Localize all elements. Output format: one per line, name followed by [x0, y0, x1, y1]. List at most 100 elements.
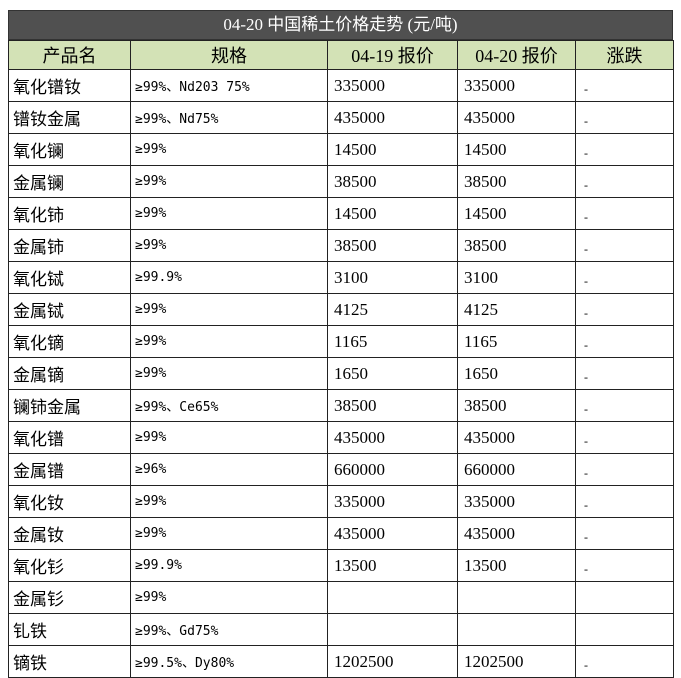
- table-row: 金属钐 ≥99%: [8, 581, 674, 614]
- table-cell: 1165: [327, 325, 458, 358]
- table-cell: ≥99%、Nd75%: [130, 101, 328, 134]
- table-cell: -: [575, 517, 674, 550]
- table-cell: -: [575, 421, 674, 454]
- table-cell: [575, 581, 674, 614]
- table-cell: 镨钕金属: [8, 101, 131, 134]
- table-cell: -: [575, 165, 674, 198]
- table-cell: ≥99%: [130, 293, 328, 326]
- table-cell: 1165: [457, 325, 576, 358]
- table-cell: -: [575, 549, 674, 582]
- table-cell: ≥99%: [130, 229, 328, 262]
- table-cell: [457, 613, 576, 646]
- table-cell: -: [575, 197, 674, 230]
- table-cell: ≥99.5%、Dy80%: [130, 645, 328, 678]
- table-cell: 14500: [327, 133, 458, 166]
- table-cell: -: [575, 69, 674, 102]
- table-cell: -: [575, 133, 674, 166]
- table-cell: 1650: [457, 357, 576, 390]
- table-cell: -: [575, 485, 674, 518]
- table-cell: 335000: [457, 485, 576, 518]
- price-table-container: 04-20 中国稀土价格走势 (元/吨) 产品名 规格 04-19 报价 04-20 …: [8, 10, 674, 678]
- table-cell: 335000: [327, 69, 458, 102]
- table-cell: 14500: [457, 197, 576, 230]
- table-cell: 3100: [457, 261, 576, 294]
- table-cell: -: [575, 325, 674, 358]
- table-cell: -: [575, 357, 674, 390]
- table-cell: ≥99%: [130, 517, 328, 550]
- table-cell: ≥96%: [130, 453, 328, 486]
- header-cell: 产品名: [8, 40, 131, 70]
- table-cell: ≥99%、Nd203 75%: [130, 69, 328, 102]
- table-body: 氧化镨钕 ≥99%、Nd203 75% 335000 335000- 镨钕金属 ≥99%、…: [8, 69, 674, 678]
- table-cell: -: [575, 261, 674, 294]
- table-cell: -: [575, 229, 674, 262]
- header-cell: 规格: [130, 40, 328, 70]
- table-cell: ≥99%: [130, 325, 328, 358]
- table-row: 钆铁 ≥99%、Gd75%: [8, 613, 674, 646]
- table-cell: 435000: [457, 101, 576, 134]
- table-row: 氧化镝 ≥99% 1165 1165-: [8, 325, 674, 358]
- table-row: 氧化镧 ≥99% 14500 14500-: [8, 133, 674, 166]
- table-row: 金属镨 ≥96% 660000 660000-: [8, 453, 674, 486]
- table-cell: 金属钐: [8, 581, 131, 614]
- table-cell: 氧化铈: [8, 197, 131, 230]
- table-cell: [327, 581, 458, 614]
- table-cell: 435000: [327, 421, 458, 454]
- table-row: 镧铈金属 ≥99%、Ce65% 38500 38500-: [8, 389, 674, 422]
- table-cell: 1650: [327, 357, 458, 390]
- table-cell: 38500: [457, 229, 576, 262]
- table-cell: -: [575, 293, 674, 326]
- table-cell: [457, 581, 576, 614]
- table-cell: 38500: [327, 165, 458, 198]
- table-cell: 13500: [457, 549, 576, 582]
- table-cell: 氧化铽: [8, 261, 131, 294]
- table-cell: -: [575, 389, 674, 422]
- table-cell: 金属镝: [8, 357, 131, 390]
- table-cell: ≥99%: [130, 165, 328, 198]
- table-cell: 335000: [327, 485, 458, 518]
- table-cell: 金属铈: [8, 229, 131, 262]
- table-cell: 435000: [327, 517, 458, 550]
- table-cell: 氧化钕: [8, 485, 131, 518]
- table-row: 金属铈 ≥99% 38500 38500-: [8, 229, 674, 262]
- table-row: 镨钕金属 ≥99%、Nd75% 435000 435000-: [8, 101, 674, 134]
- table-cell: ≥99.9%: [130, 261, 328, 294]
- table-cell: 335000: [457, 69, 576, 102]
- table-cell: -: [575, 453, 674, 486]
- table-cell: 镧铈金属: [8, 389, 131, 422]
- table-row: 金属钕 ≥99% 435000 435000-: [8, 517, 674, 550]
- table-cell: 氧化镨钕: [8, 69, 131, 102]
- table-row: 氧化铽 ≥99.9% 3100 3100-: [8, 261, 674, 294]
- table-cell: 14500: [327, 197, 458, 230]
- table-cell: 镝铁: [8, 645, 131, 678]
- table-cell: ≥99%: [130, 485, 328, 518]
- table-cell: 1202500: [327, 645, 458, 678]
- table-row: 金属镝 ≥99% 1650 1650-: [8, 357, 674, 390]
- table-cell: ≥99%: [130, 581, 328, 614]
- table-cell: 金属钕: [8, 517, 131, 550]
- table-cell: [327, 613, 458, 646]
- price-table: 产品名 规格 04-19 报价 04-20 报价 涨跌 氧化镨钕 ≥99%、Nd203 7…: [8, 40, 674, 678]
- table-cell: 38500: [327, 229, 458, 262]
- table-cell: 3100: [327, 261, 458, 294]
- table-cell: 435000: [457, 421, 576, 454]
- table-cell: ≥99%: [130, 421, 328, 454]
- table-cell: 氧化镝: [8, 325, 131, 358]
- table-cell: 金属镨: [8, 453, 131, 486]
- header-cell: 04-20 报价: [457, 40, 576, 70]
- table-cell: 38500: [327, 389, 458, 422]
- table-cell: 435000: [327, 101, 458, 134]
- table-cell: -: [575, 101, 674, 134]
- table-row: 镝铁 ≥99.5%、Dy80% 1202500 1202500-: [8, 645, 674, 678]
- table-cell: 13500: [327, 549, 458, 582]
- table-cell: -: [575, 645, 674, 678]
- table-cell: 38500: [457, 165, 576, 198]
- header-cell: 涨跌: [575, 40, 674, 70]
- table-cell: 氧化镨: [8, 421, 131, 454]
- table-row: 金属铽 ≥99% 4125 4125-: [8, 293, 674, 326]
- table-cell: 14500: [457, 133, 576, 166]
- table-cell: 660000: [327, 453, 458, 486]
- table-cell: 38500: [457, 389, 576, 422]
- table-cell: ≥99%: [130, 133, 328, 166]
- table-cell: 4125: [457, 293, 576, 326]
